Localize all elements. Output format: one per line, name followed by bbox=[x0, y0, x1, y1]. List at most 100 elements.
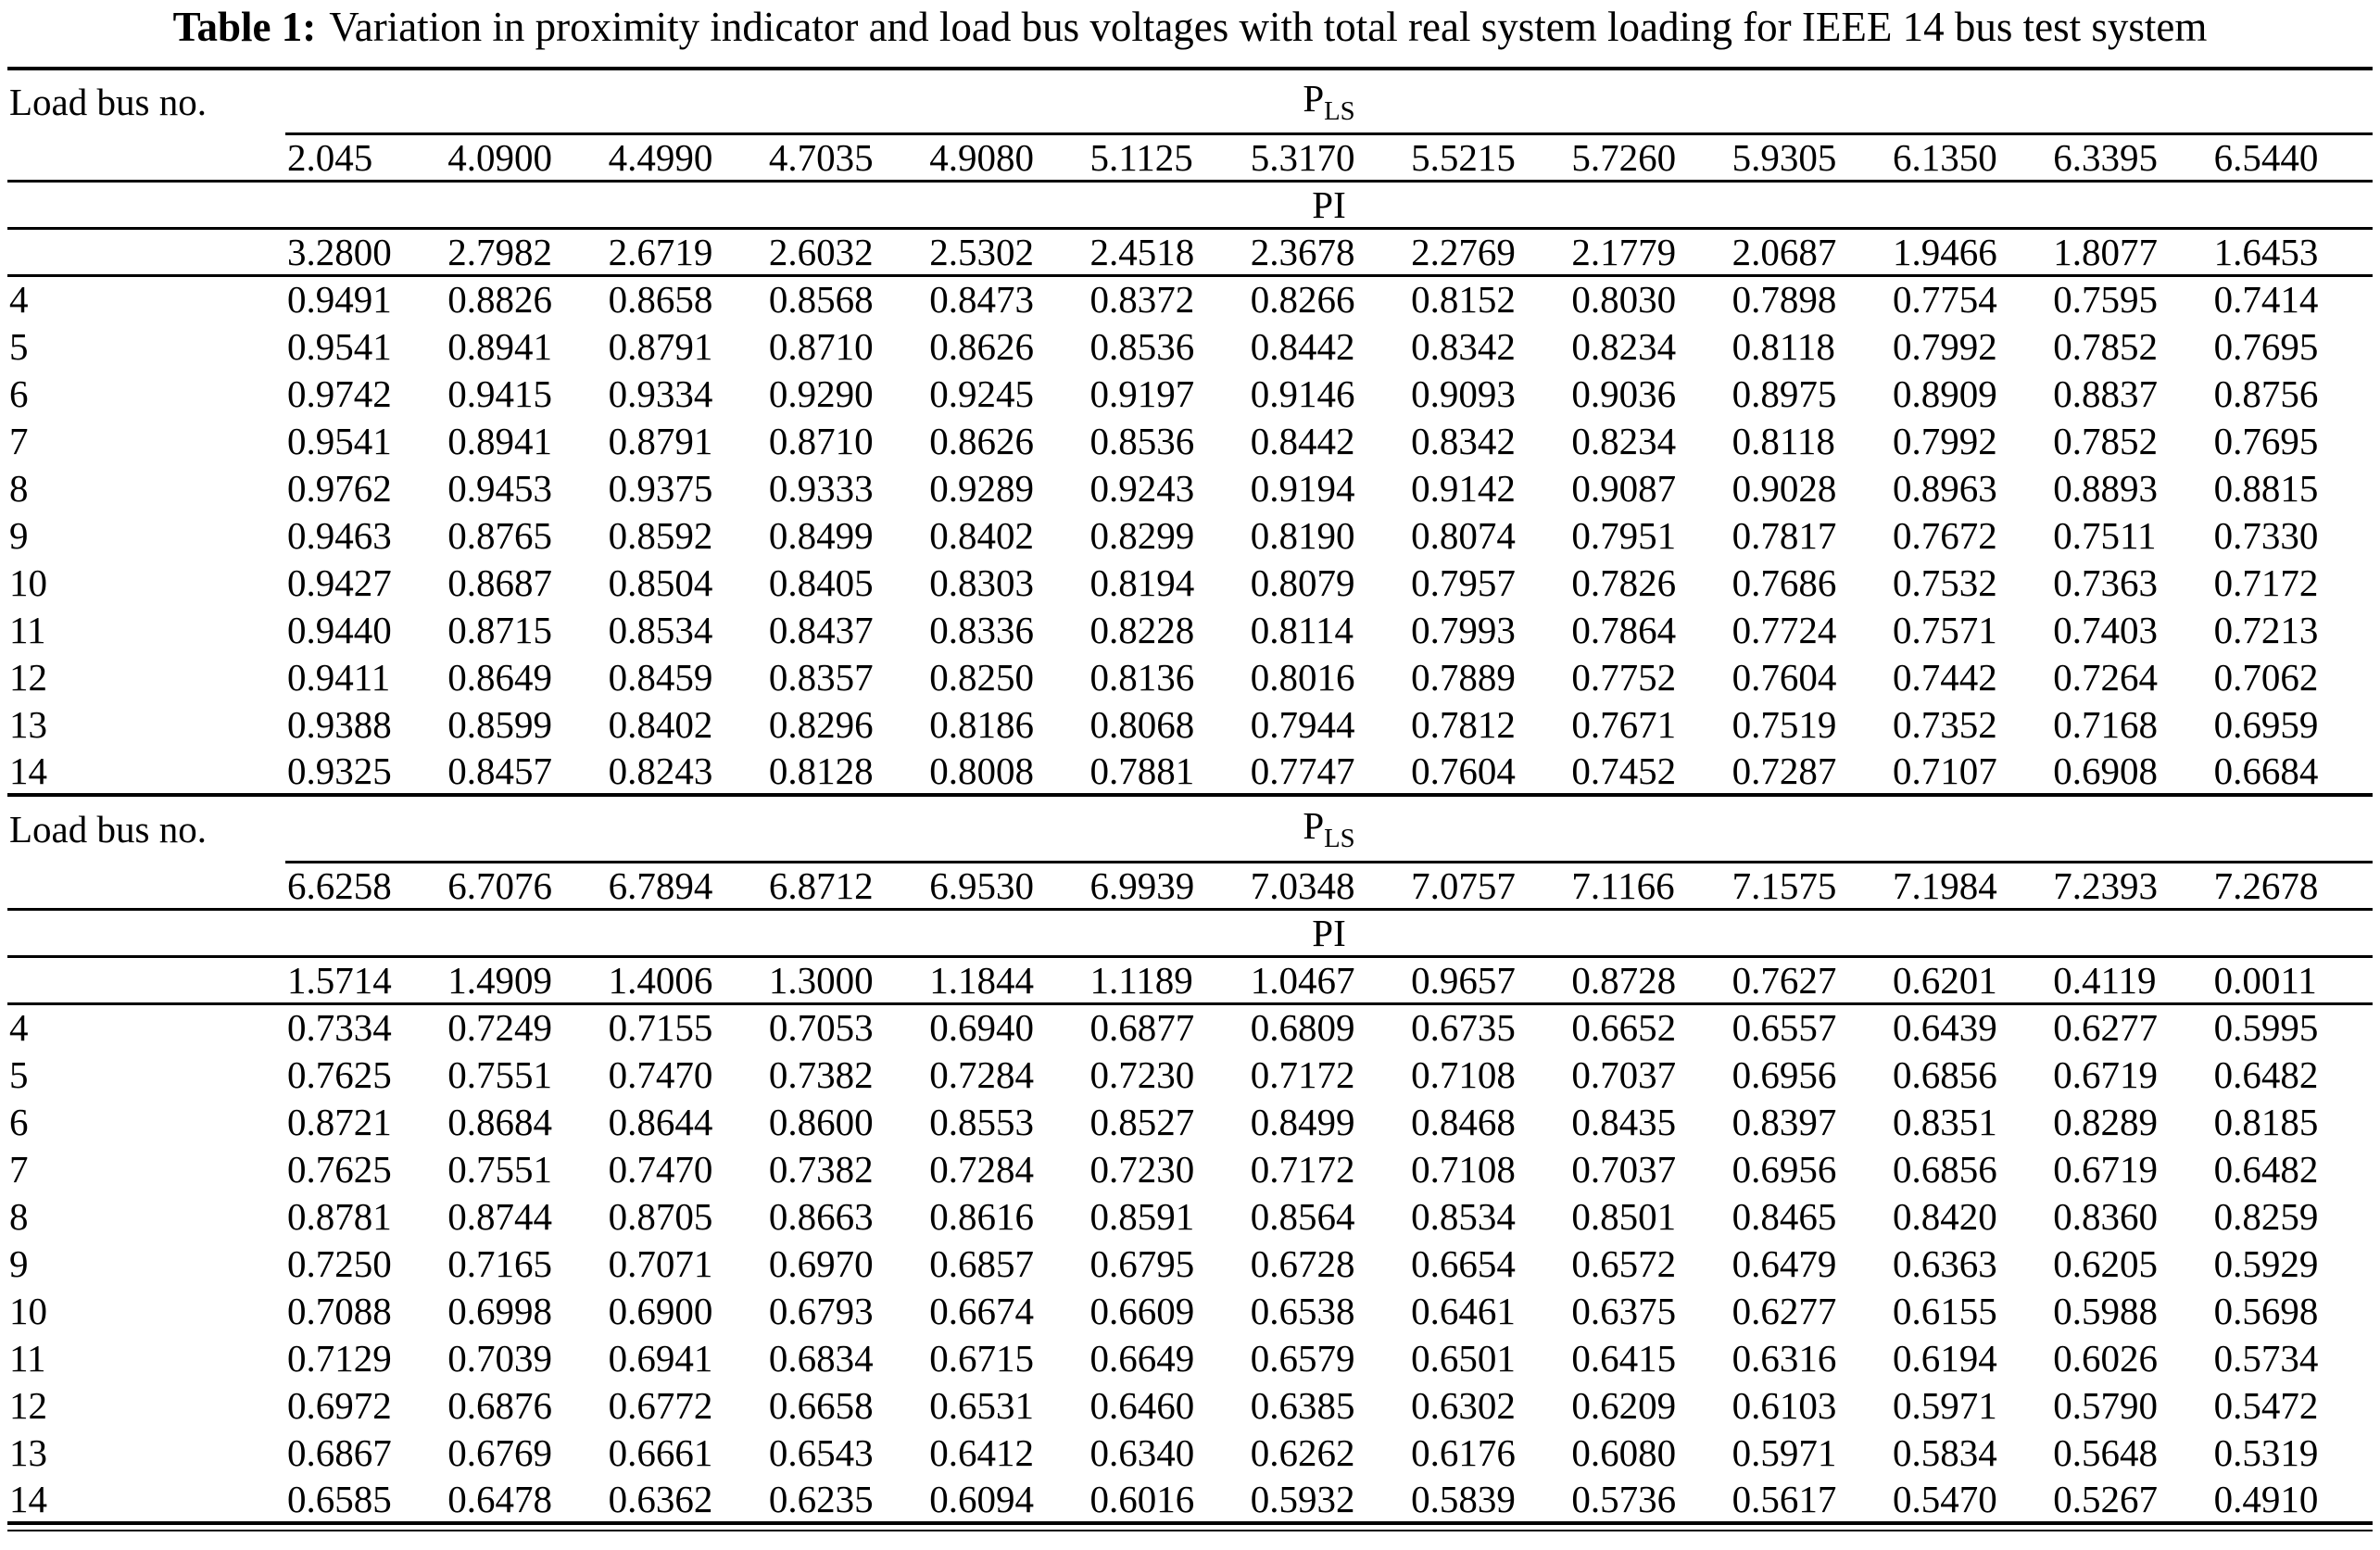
pi-value-cell: 1.1844 bbox=[927, 954, 1089, 1004]
pi-value-cell: 2.0687 bbox=[1730, 226, 1891, 276]
voltage-value-cell: 0.8259 bbox=[2213, 1194, 2319, 1238]
voltage-value-cell: 0.6719 bbox=[2053, 1052, 2159, 1096]
voltage-value-cell: 0.8909 bbox=[1892, 372, 1997, 415]
voltage-value-cell: 0.8684 bbox=[447, 1100, 553, 1143]
voltage-value-cell: 0.6375 bbox=[1571, 1289, 1677, 1332]
voltage-value-cell: 0.8568 bbox=[766, 273, 928, 323]
voltage-value-cell: 0.7881 bbox=[1089, 749, 1195, 792]
pls-column-group-header: PLS bbox=[285, 797, 2373, 863]
bus-number-cell: 11 bbox=[9, 608, 46, 651]
voltage-value-cell: 0.5648 bbox=[2053, 1430, 2159, 1474]
voltage-value-cell: 0.9290 bbox=[768, 372, 874, 415]
voltage-value-cell: 0.5319 bbox=[2213, 1430, 2319, 1474]
bus-number-cell: 13 bbox=[9, 702, 47, 746]
bus-number-cell: 7 bbox=[9, 419, 29, 462]
voltage-value-cell: 0.8118 bbox=[1731, 419, 1835, 462]
voltage-value-cell: 0.8626 bbox=[929, 324, 1034, 368]
voltage-value-cell: 0.8600 bbox=[768, 1100, 874, 1143]
bus-row-4: 4 0.9491 0.8826 0.8658 0.8568 0.8473 0.8372 0.8… bbox=[7, 273, 2373, 323]
voltage-value-cell: 0.8501 bbox=[1571, 1194, 1677, 1238]
bus-row-6: 6 0.9742 0.9415 0.9334 0.9290 0.9245 0.9197 0.9… bbox=[7, 370, 2373, 417]
voltage-value-cell: 0.6557 bbox=[1730, 1002, 1891, 1052]
voltage-value-cell: 0.6235 bbox=[768, 1477, 874, 1520]
voltage-value-cell: 0.8837 bbox=[2053, 372, 2159, 415]
voltage-value-cell: 0.6340 bbox=[1089, 1430, 1195, 1474]
voltage-value-cell: 0.8074 bbox=[1411, 513, 1516, 557]
table-caption-number: Table 1: bbox=[172, 4, 317, 50]
voltage-value-cell: 0.8564 bbox=[1250, 1194, 1355, 1238]
voltage-value-cell: 0.8791 bbox=[608, 419, 713, 462]
voltage-value-cell: 0.8128 bbox=[768, 749, 874, 792]
bus-row-8: 8 0.9762 0.9453 0.9375 0.9333 0.9289 0.9243 0.9… bbox=[7, 464, 2373, 511]
voltage-value-cell: 0.8553 bbox=[929, 1100, 1034, 1143]
voltage-value-cell: 0.8289 bbox=[2053, 1100, 2159, 1143]
voltage-value-cell: 0.7992 bbox=[1892, 324, 1997, 368]
pi-values-row: 1.5714 1.4909 1.4006 1.3000 1.1844 1.1189 1.04… bbox=[7, 954, 2373, 1004]
voltage-value-cell: 0.7249 bbox=[446, 1002, 607, 1052]
voltage-value-cell: 0.8303 bbox=[929, 561, 1034, 604]
pi-value-cell: 1.9466 bbox=[1890, 226, 2052, 276]
bus-number-cell: 6 bbox=[9, 1100, 29, 1143]
voltage-value-cell: 0.6412 bbox=[929, 1430, 1034, 1474]
voltage-value-cell: 0.8658 bbox=[606, 273, 767, 323]
empty-label-cell bbox=[7, 954, 285, 1004]
voltage-value-cell: 0.6956 bbox=[1731, 1147, 1837, 1191]
voltage-value-cell: 0.6363 bbox=[1892, 1241, 1997, 1285]
empty-label-cell bbox=[7, 133, 285, 181]
voltage-value-cell: 0.6652 bbox=[1569, 1002, 1731, 1052]
voltage-value-cell: 0.8266 bbox=[1248, 273, 1410, 323]
voltage-value-cell: 0.9541 bbox=[287, 324, 392, 368]
bus-row-13: 13 0.6867 0.6769 0.6661 0.6543 0.6412 0.6340 0.… bbox=[7, 1429, 2373, 1476]
voltage-value-cell: 0.6877 bbox=[1088, 1002, 1249, 1052]
voltage-value-cell: 0.7062 bbox=[2213, 655, 2319, 699]
voltage-value-cell: 0.8016 bbox=[1250, 655, 1355, 699]
voltage-value-cell: 0.7604 bbox=[1411, 749, 1516, 792]
voltage-value-cell: 0.8616 bbox=[929, 1194, 1034, 1238]
voltage-value-cell: 0.7071 bbox=[608, 1241, 713, 1285]
row-group-header: Load bus no. bbox=[9, 81, 207, 124]
voltage-value-cell: 0.6856 bbox=[1892, 1052, 1997, 1096]
voltage-value-cell: 0.7230 bbox=[1089, 1147, 1195, 1191]
voltage-value-cell: 0.8190 bbox=[1250, 513, 1355, 557]
pls-symbol: P bbox=[1303, 803, 1325, 847]
voltage-value-cell: 0.9388 bbox=[287, 702, 392, 746]
bus-row-7: 7 0.7625 0.7551 0.7470 0.7382 0.7284 0.7230 0.7… bbox=[7, 1145, 2373, 1192]
voltage-value-cell: 0.7452 bbox=[1571, 749, 1677, 792]
data-table-section-1: Load bus no. PLS 2.045 4.0900 4.4990 4.7035 4.… bbox=[7, 67, 2373, 798]
voltage-value-cell: 0.8136 bbox=[1089, 655, 1195, 699]
voltage-value-cell: 0.7889 bbox=[1411, 655, 1516, 699]
voltage-value-cell: 0.6103 bbox=[1731, 1383, 1837, 1427]
voltage-value-cell: 0.9427 bbox=[287, 561, 392, 604]
voltage-value-cell: 0.8457 bbox=[447, 749, 553, 792]
bus-number-cell: 9 bbox=[9, 513, 29, 557]
voltage-value-cell: 0.7414 bbox=[2211, 273, 2373, 323]
voltage-value-cell: 0.8756 bbox=[2213, 372, 2319, 415]
voltage-value-cell: 0.5734 bbox=[2213, 1336, 2319, 1380]
voltage-value-cell: 0.8402 bbox=[929, 513, 1034, 557]
pi-value-cell: 0.6201 bbox=[1890, 954, 2052, 1004]
voltage-value-cell: 0.6719 bbox=[2053, 1147, 2159, 1191]
pi-value-cell: 1.3000 bbox=[766, 954, 928, 1004]
voltage-value-cell: 0.8342 bbox=[1411, 419, 1516, 462]
voltage-value-cell: 0.9243 bbox=[1089, 466, 1195, 510]
empty-label-cell bbox=[7, 179, 285, 229]
voltage-value-cell: 0.6194 bbox=[1892, 1336, 1997, 1380]
voltage-value-cell: 0.7213 bbox=[2213, 608, 2319, 651]
voltage-value-cell: 0.6543 bbox=[768, 1430, 874, 1474]
pls-value-cell: 2.045 bbox=[287, 135, 373, 179]
voltage-value-cell: 0.5971 bbox=[1731, 1430, 1837, 1474]
voltage-value-cell: 0.7108 bbox=[1411, 1147, 1516, 1191]
voltage-value-cell: 0.7382 bbox=[768, 1052, 874, 1096]
voltage-value-cell: 0.6478 bbox=[447, 1477, 553, 1520]
bus-number-cell: 8 bbox=[9, 466, 29, 510]
pls-value-cell: 5.5215 bbox=[1411, 135, 1516, 179]
voltage-value-cell: 0.7957 bbox=[1411, 561, 1516, 604]
voltage-value-cell: 0.8185 bbox=[2213, 1100, 2319, 1143]
voltage-value-cell: 0.6026 bbox=[2053, 1336, 2159, 1380]
voltage-value-cell: 0.6715 bbox=[929, 1336, 1034, 1380]
bus-row-10: 10 0.9427 0.8687 0.8504 0.8405 0.8303 0.8194 0.… bbox=[7, 559, 2373, 606]
voltage-value-cell: 0.7155 bbox=[606, 1002, 767, 1052]
pi-value-cell: 1.8077 bbox=[2051, 226, 2212, 276]
pls-value-cell: 7.2678 bbox=[2213, 863, 2319, 907]
voltage-value-cell: 0.8118 bbox=[1731, 324, 1835, 368]
